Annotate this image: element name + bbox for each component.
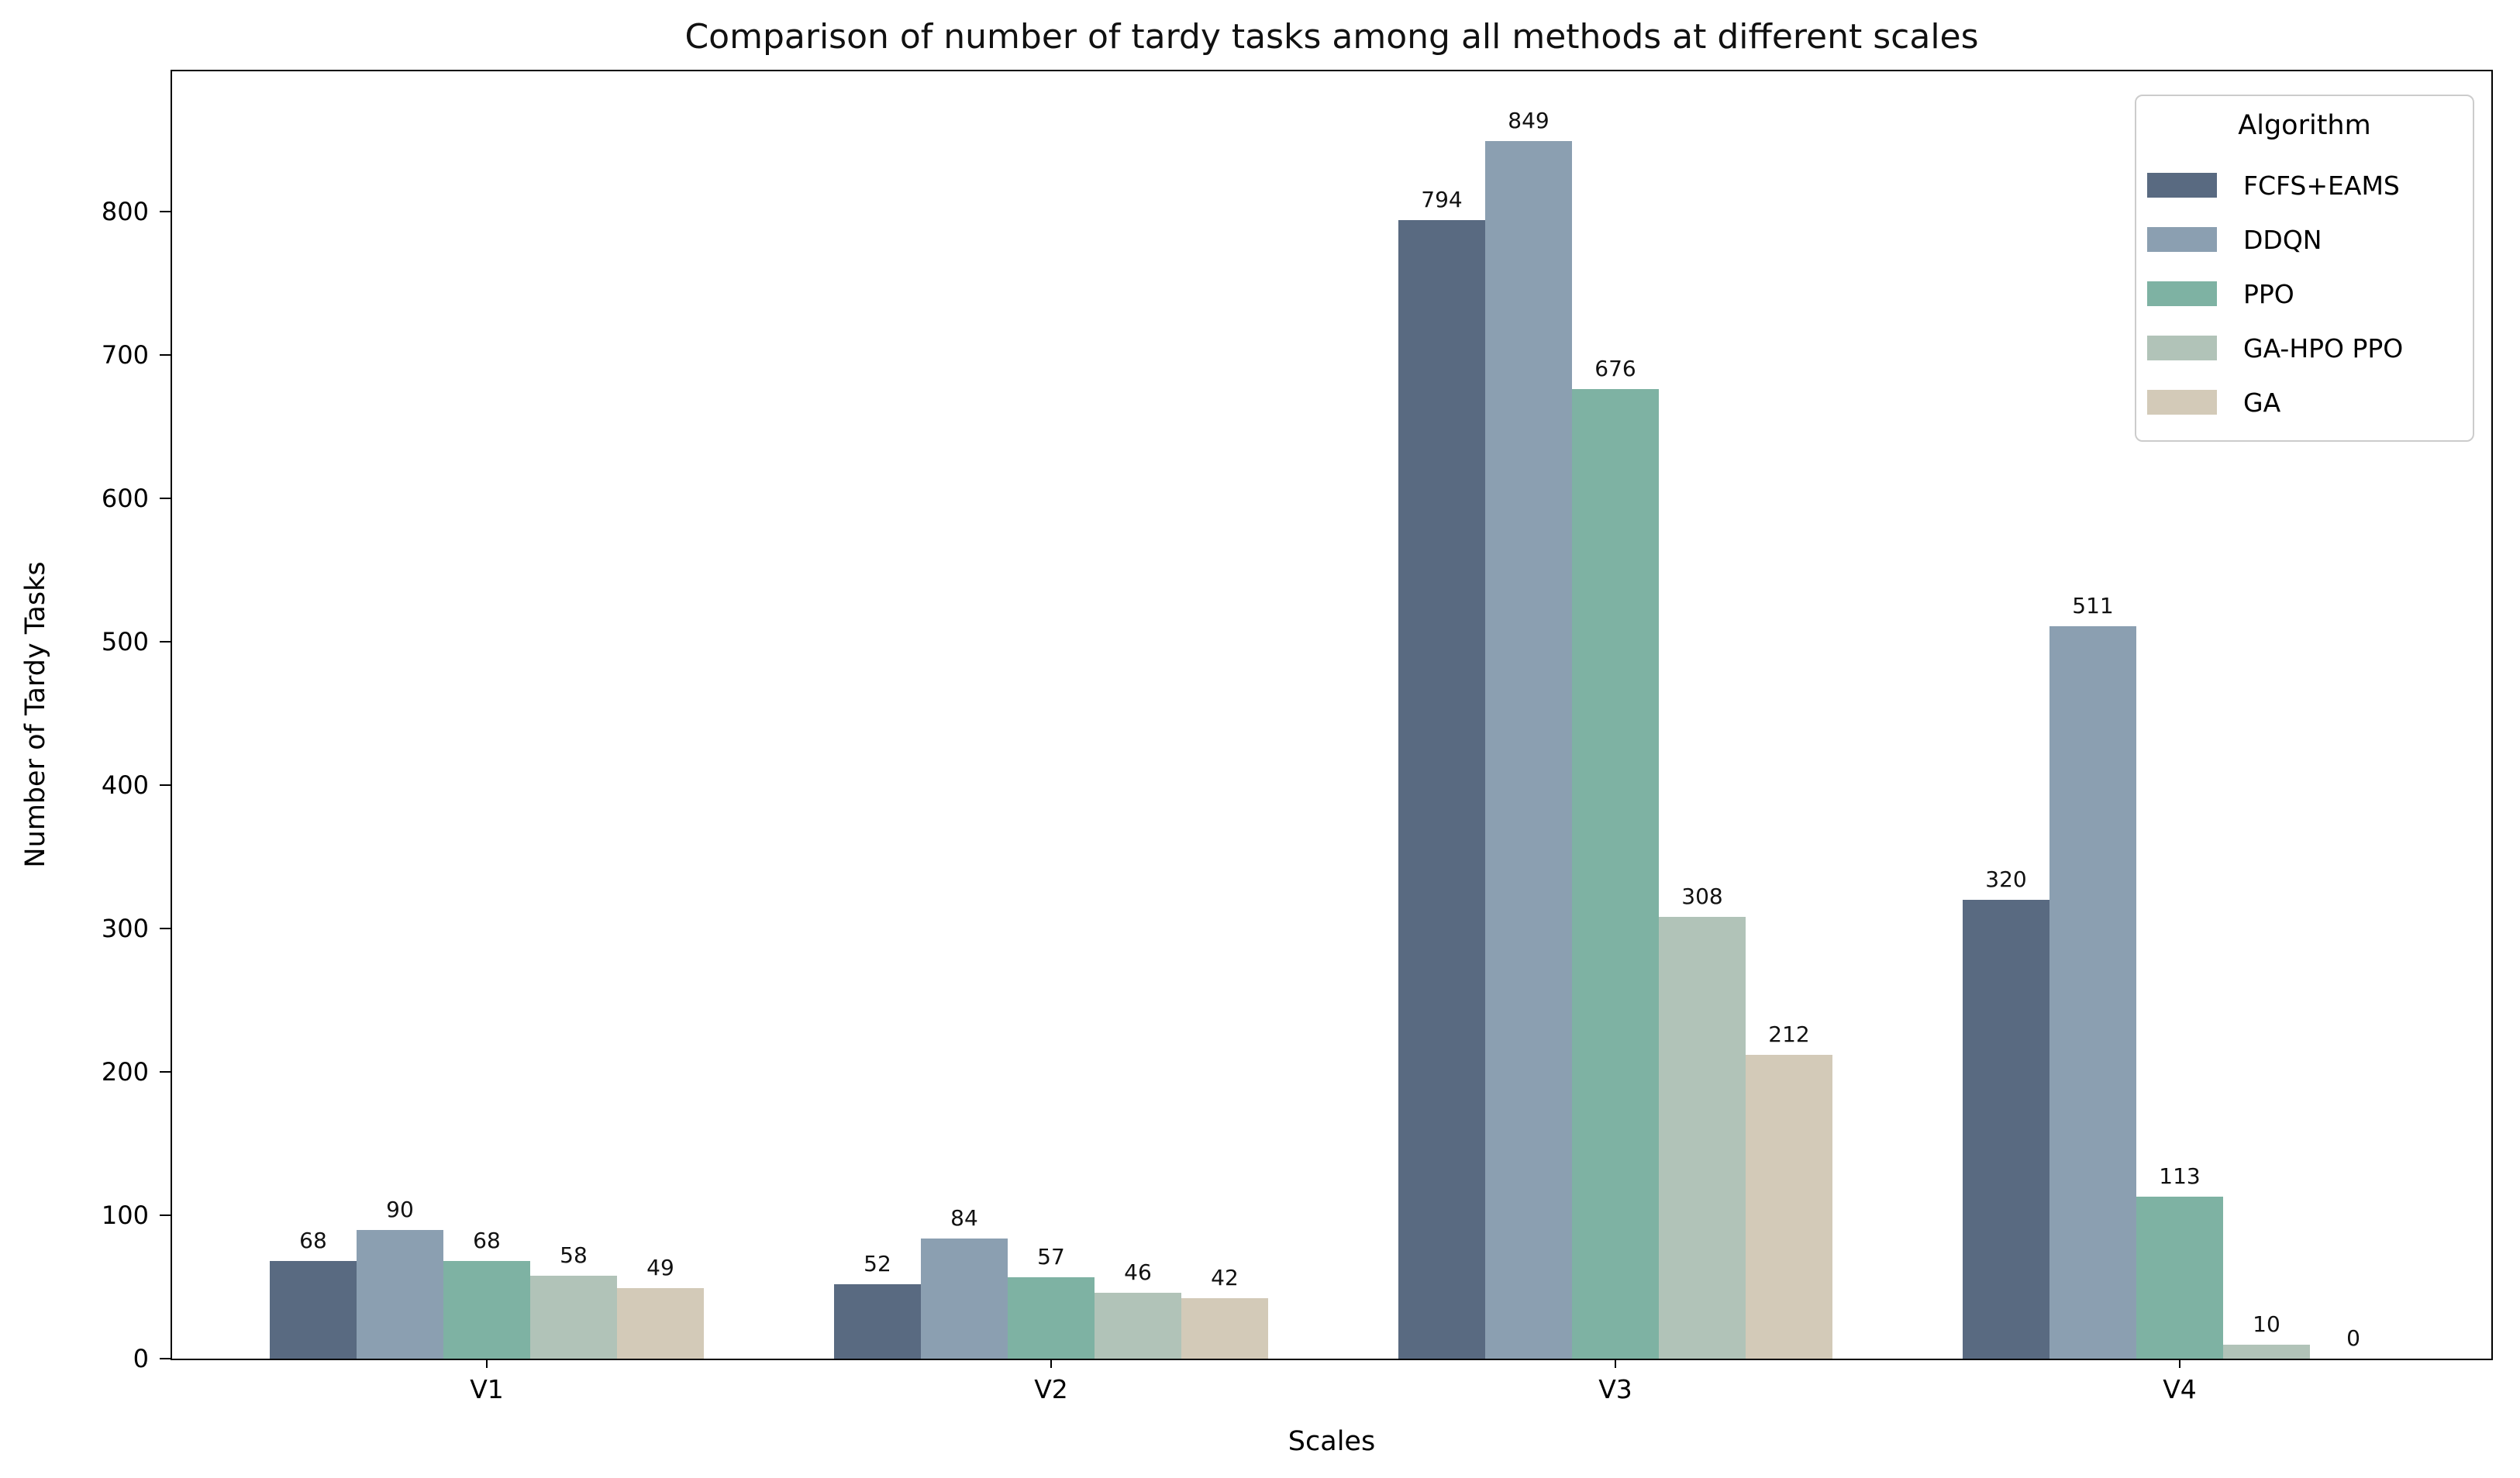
x-axis-label: Scales (1288, 1426, 1376, 1457)
bar-value-label: 58 (560, 1242, 588, 1268)
bar-fcfs-eams-v2 (834, 1283, 921, 1359)
bar-value-label: 10 (2253, 1311, 2280, 1337)
y-tick-mark (160, 211, 171, 212)
bar-value-label: 849 (1508, 108, 1550, 134)
bar-ppo-v4 (2136, 1196, 2223, 1359)
legend-label: GA-HPO PPO (2243, 332, 2404, 363)
x-tick-label-v4: V4 (2163, 1374, 2197, 1404)
bar-value-label: 84 (950, 1204, 978, 1231)
bar-value-label: 68 (473, 1228, 501, 1254)
bar-ga-v3 (1746, 1054, 1832, 1359)
x-tick-label-v1: V1 (470, 1374, 504, 1404)
bar-value-label: 68 (299, 1228, 327, 1254)
legend-swatch-icon (2147, 390, 2217, 415)
y-tick-label: 100 (101, 1201, 149, 1230)
y-tick-mark (160, 928, 171, 929)
bar-fcfs-eams-v1 (270, 1261, 357, 1359)
legend-row: DDQN (2147, 212, 2462, 267)
y-axis-label: Number of Tardy Tasks (20, 561, 51, 868)
bar-ddqn-v4 (2049, 625, 2136, 1359)
bar-ppo-v1 (443, 1261, 530, 1359)
legend-row: GA-HPO PPO (2147, 321, 2462, 375)
legend-row: GA (2147, 375, 2462, 429)
bar-value-label: 794 (1421, 187, 1463, 213)
bar-ga-hpo-ppo-v1 (530, 1275, 617, 1359)
y-tick-mark (160, 1358, 171, 1359)
y-tick-mark (160, 641, 171, 643)
y-tick-label: 0 (133, 1344, 149, 1373)
x-tick-label-v2: V2 (1034, 1374, 1068, 1404)
x-tick-mark (486, 1359, 488, 1368)
y-tick-mark (160, 498, 171, 499)
bar-value-label: 52 (864, 1250, 891, 1276)
y-tick-mark (160, 784, 171, 786)
x-tick-label-v3: V3 (1598, 1374, 1632, 1404)
bar-ga-hpo-ppo-v2 (1095, 1292, 1181, 1359)
legend-label: DDQN (2243, 224, 2322, 255)
bar-ddqn-v1 (357, 1229, 443, 1359)
bar-ga-hpo-ppo-v4 (2223, 1344, 2310, 1359)
y-tick-label: 800 (101, 197, 149, 226)
bar-ga-v2 (1181, 1298, 1268, 1359)
y-tick-label: 600 (101, 484, 149, 513)
bar-value-label: 511 (2072, 592, 2114, 618)
bar-ddqn-v2 (921, 1238, 1008, 1359)
x-tick-mark (1050, 1359, 1052, 1368)
legend-label: PPO (2243, 278, 2294, 309)
bar-ga-hpo-ppo-v3 (1659, 917, 1746, 1359)
x-tick-mark (2179, 1359, 2180, 1368)
bar-fcfs-eams-v4 (1963, 900, 2049, 1359)
legend-row: FCFS+EAMS (2147, 158, 2462, 212)
bar-value-label: 49 (646, 1255, 674, 1281)
y-tick-mark (160, 1214, 171, 1216)
bar-value-label: 46 (1124, 1259, 1152, 1285)
bar-ppo-v2 (1008, 1276, 1095, 1359)
legend-swatch-icon (2147, 227, 2217, 252)
y-tick-mark (160, 354, 171, 356)
legend-title: Algorithm (2238, 110, 2371, 141)
bar-value-label: 0 (2346, 1325, 2360, 1351)
legend-swatch-icon (2147, 336, 2217, 360)
y-tick-label: 700 (101, 340, 149, 370)
plot-area: 0 100 200 300 400 500 600 700 800 V1 68 90 68 58 49 V2 5… (102, 70, 2493, 1404)
legend: Algorithm FCFS+EAMS DDQN PPO GA-HPO PPO GA (2135, 95, 2474, 442)
x-tick-mark (1615, 1359, 1616, 1368)
bar-value-label: 212 (1768, 1021, 1810, 1047)
y-tick-label: 500 (101, 627, 149, 656)
bar-value-label: 57 (1037, 1243, 1065, 1270)
bar-ga-v1 (617, 1288, 704, 1359)
bar-value-label: 90 (386, 1196, 414, 1222)
legend-swatch-icon (2147, 281, 2217, 306)
bar-value-label: 676 (1594, 356, 1636, 382)
bar-value-label: 42 (1211, 1265, 1239, 1291)
legend-rows: FCFS+EAMS DDQN PPO GA-HPO PPO GA (2147, 158, 2462, 429)
legend-swatch-icon (2147, 173, 2217, 198)
bar-ddqn-v3 (1485, 141, 1572, 1359)
y-tick-label: 200 (101, 1057, 149, 1087)
y-tick-label: 300 (101, 914, 149, 943)
chart-title: Comparison of number of tardy tasks amon… (684, 17, 1979, 57)
y-tick-mark (160, 1071, 171, 1073)
y-tick-label: 400 (101, 770, 149, 800)
bar-fcfs-eams-v3 (1398, 220, 1485, 1359)
bar-value-label: 320 (1985, 866, 2027, 892)
legend-row: PPO (2147, 267, 2462, 321)
legend-label: GA (2243, 387, 2281, 418)
bar-ppo-v3 (1572, 389, 1659, 1359)
bar-value-label: 113 (2159, 1163, 2201, 1189)
legend-label: FCFS+EAMS (2243, 170, 2400, 201)
bar-value-label: 308 (1681, 884, 1723, 910)
